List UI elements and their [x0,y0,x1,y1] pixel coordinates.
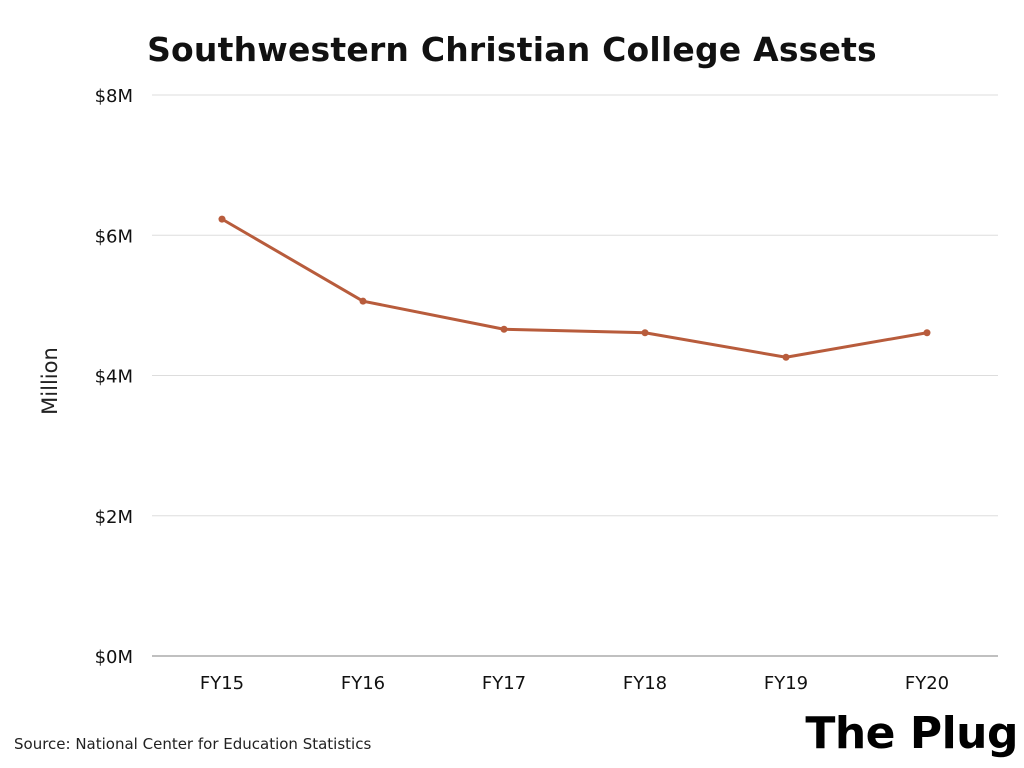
y-tick-label: $4M [95,367,133,388]
x-tick-labels: FY15 FY16 FY17 FY18 FY19 FY20 [200,673,949,694]
x-tick-label: FY18 [623,673,667,694]
series-layer [218,215,931,361]
x-tick-label: FY17 [482,673,526,694]
x-tick-label: FY15 [200,673,244,694]
data-point [782,353,790,361]
y-tick-label: $6M [95,226,133,247]
data-point [641,329,649,337]
x-tick-label: FY20 [905,673,949,694]
y-axis-title: Million [38,347,62,415]
brand-logo: The Plug [805,708,1018,759]
data-point [359,297,367,305]
x-tick-label: FY19 [764,673,808,694]
series-line [220,217,929,359]
data-point [500,325,508,333]
y-tick-labels: $0M $2M $4M $6M $8M [95,86,133,668]
x-tick-label: FY16 [341,673,385,694]
source-note: Source: National Center for Education St… [14,735,372,753]
chart-title: Southwestern Christian College Assets [147,30,877,69]
gridlines [152,94,998,657]
data-point [218,215,226,223]
data-point [923,329,931,337]
y-tick-label: $8M [95,86,133,107]
y-tick-label: $2M [95,507,133,528]
y-tick-label: $0M [95,647,133,668]
